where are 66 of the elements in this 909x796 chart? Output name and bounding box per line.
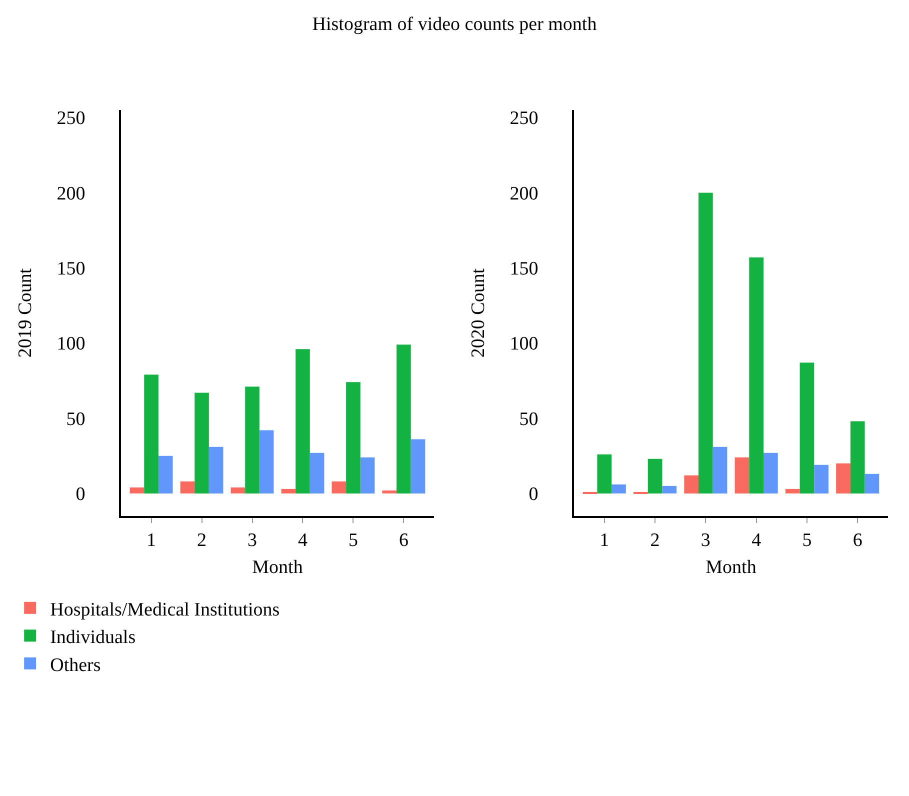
bar <box>245 386 260 494</box>
chart-title: Histogram of video counts per month <box>311 14 598 36</box>
x-tick-label: 5 <box>348 530 358 551</box>
x-tick-label: 2 <box>650 530 660 551</box>
x-tick-label: 1 <box>146 530 156 551</box>
bar <box>410 439 426 494</box>
y-axis-title: 2020 Count <box>468 268 490 358</box>
bar <box>814 464 828 494</box>
y-tick-label: 250 <box>56 108 86 130</box>
y-tick-label: 250 <box>510 108 538 130</box>
bar <box>800 362 814 494</box>
bar <box>864 474 880 494</box>
x-tick-label: 4 <box>752 530 762 551</box>
y-tick-label: 200 <box>56 183 86 204</box>
bar <box>648 458 662 494</box>
x-tick-label: 5 <box>802 530 812 551</box>
legend-label: Hospitals/Medical Institutions <box>50 599 280 620</box>
bar <box>662 486 677 494</box>
bar <box>180 481 195 494</box>
y-tick-label: 50 <box>66 408 86 430</box>
bar <box>785 488 800 494</box>
bar <box>396 344 411 494</box>
bar <box>836 463 850 494</box>
y-tick-label: 0 <box>528 484 538 506</box>
bar <box>712 446 728 494</box>
bar <box>310 452 324 494</box>
x-tick-label: 3 <box>248 530 258 551</box>
bar <box>158 456 173 494</box>
bar <box>382 490 397 494</box>
bar <box>346 382 360 494</box>
x-tick-label: 1 <box>600 530 610 551</box>
bar <box>296 349 310 494</box>
y-tick-label: 150 <box>510 258 538 280</box>
x-axis-title: Month <box>706 557 757 578</box>
bar <box>850 421 865 494</box>
x-tick-label: 3 <box>700 530 710 551</box>
x-tick-label: 6 <box>852 530 862 551</box>
y-axis-title: 2019 Count <box>15 268 36 358</box>
bar <box>698 192 713 494</box>
bar <box>749 257 764 494</box>
y-tick-label: 50 <box>519 408 538 430</box>
y-tick-label: 150 <box>56 258 86 280</box>
bar <box>734 457 750 494</box>
bar <box>144 374 158 494</box>
bar <box>259 430 274 494</box>
bar <box>612 484 626 494</box>
bar <box>194 392 209 494</box>
y-tick-label: 0 <box>76 484 86 506</box>
bar <box>281 488 296 494</box>
legend-label: Others <box>50 654 101 676</box>
bar <box>130 487 144 494</box>
bar <box>208 446 224 494</box>
bar <box>332 481 346 494</box>
y-tick-label: 100 <box>510 334 538 355</box>
legend-label: Individuals <box>50 627 136 648</box>
y-tick-label: 100 <box>56 334 86 355</box>
y-tick-label: 200 <box>510 183 538 204</box>
x-tick-label: 4 <box>298 530 308 551</box>
bar <box>230 487 246 494</box>
bar <box>764 452 778 494</box>
x-axis-title: Month <box>252 557 304 578</box>
bar <box>360 457 375 494</box>
x-tick-label: 6 <box>398 530 408 551</box>
x-tick-label: 2 <box>197 530 207 551</box>
bar <box>597 454 612 494</box>
bar <box>684 475 698 494</box>
